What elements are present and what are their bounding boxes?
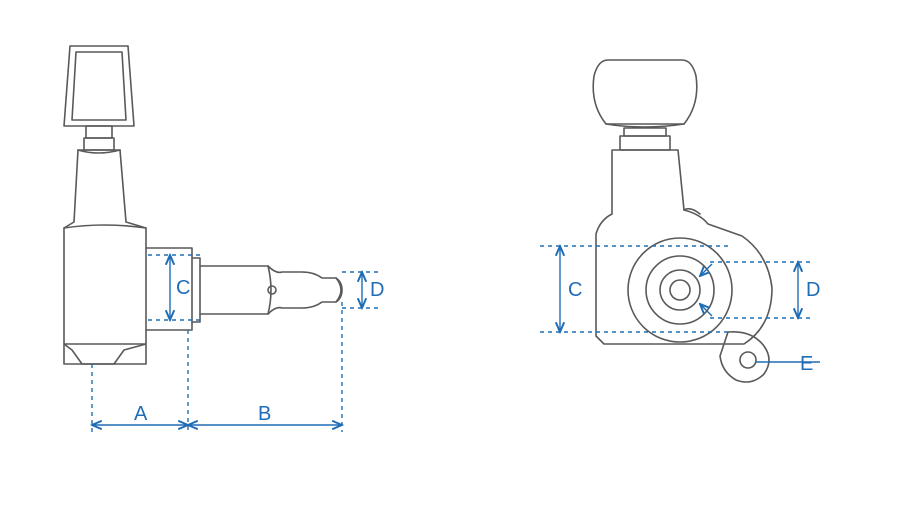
right-view [593,60,772,382]
right-labels: C D E [568,279,820,375]
label-E: E [800,353,813,375]
post-shaft [200,266,342,314]
label-A: A [134,403,148,425]
bushing-collar [146,248,200,330]
label-D-left: D [370,279,384,301]
label-C-left: C [176,277,190,299]
left-labels: A B C D [134,277,384,425]
label-D-right: D [806,279,820,301]
gear-cover [628,238,732,342]
knob-side [64,46,134,150]
left-view [64,46,342,364]
label-C-right: C [568,279,582,301]
knob-front [593,60,697,150]
mounting-tab [720,332,769,382]
label-B: B [258,403,271,425]
housing-side [64,150,146,364]
housing-front [596,150,772,344]
diagram-canvas: A B C D [0,0,900,506]
